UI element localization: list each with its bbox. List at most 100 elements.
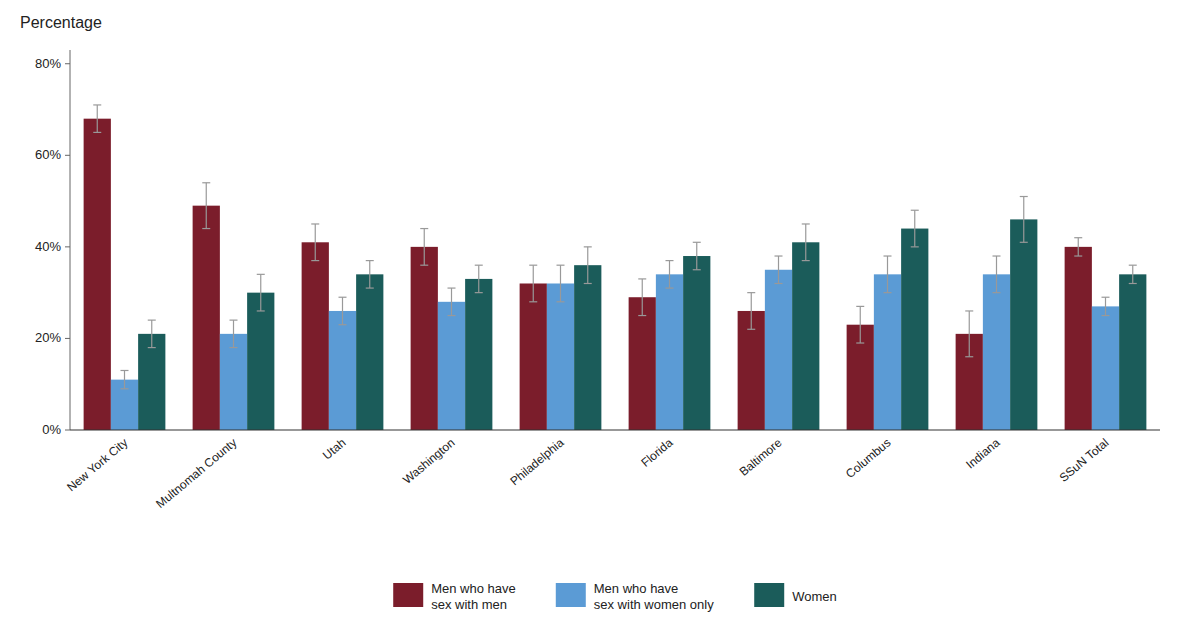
error-bar: [802, 224, 810, 261]
bar: [738, 311, 765, 430]
bars: [84, 105, 1147, 430]
error-bar: [420, 229, 428, 266]
error-cap: [366, 287, 374, 288]
error-bar: [366, 261, 374, 288]
error-line: [1105, 297, 1106, 315]
bar: [302, 242, 329, 430]
error-cap: [1020, 196, 1028, 197]
x-tick-label: Multnomah County: [153, 436, 239, 511]
error-cap: [965, 310, 973, 311]
bar: [138, 334, 165, 430]
error-cap: [339, 324, 347, 325]
error-cap: [884, 292, 892, 293]
error-cap: [121, 388, 129, 389]
error-cap: [1129, 265, 1137, 266]
legend-label-line: Women: [792, 589, 837, 604]
x-tick-label: Baltimore: [737, 435, 785, 479]
error-cap: [693, 242, 701, 243]
error-cap: [693, 269, 701, 270]
error-cap: [1102, 297, 1110, 298]
error-line: [969, 311, 970, 357]
y-tick-label: 60%: [35, 147, 61, 162]
error-bar: [638, 279, 646, 316]
error-cap: [230, 347, 238, 348]
error-cap: [339, 297, 347, 298]
error-bar: [339, 297, 347, 324]
error-bar: [529, 265, 537, 302]
error-line: [805, 224, 806, 261]
error-line: [587, 247, 588, 284]
error-cap: [911, 210, 919, 211]
error-line: [778, 256, 779, 283]
series: [138, 197, 1146, 430]
error-bar: [1129, 265, 1137, 283]
error-bar: [1020, 197, 1028, 243]
legend-item: Men who havesex with men: [393, 581, 516, 612]
y-tick: [65, 430, 70, 431]
y-tick-label: 20%: [35, 330, 61, 345]
error-line: [996, 256, 997, 293]
error-bar: [311, 224, 319, 261]
x-tick-label: Florida: [638, 435, 675, 470]
error-line: [533, 265, 534, 302]
y-axis: 0%20%40%60%80%: [35, 50, 70, 437]
bar: [329, 311, 356, 430]
bar: [411, 247, 438, 430]
x-tick-label: Columbus: [843, 436, 893, 481]
bar: [438, 302, 465, 430]
bar: [1092, 306, 1119, 430]
legend-swatch: [754, 583, 784, 607]
error-cap: [856, 306, 864, 307]
error-cap: [448, 315, 456, 316]
error-cap: [584, 246, 592, 247]
bar: [356, 274, 383, 430]
error-bar: [557, 265, 565, 302]
bar: [465, 279, 492, 430]
legend-label-line: Men who have: [431, 581, 516, 596]
bar: [574, 265, 601, 430]
error-line: [669, 261, 670, 288]
error-line: [124, 370, 125, 388]
x-tick-label: Washington: [400, 436, 457, 487]
y-tick: [65, 246, 70, 247]
bar: [220, 334, 247, 430]
error-cap: [311, 223, 319, 224]
error-cap: [856, 342, 864, 343]
error-line: [642, 279, 643, 316]
error-cap: [366, 260, 374, 261]
error-cap: [584, 283, 592, 284]
bar: [792, 242, 819, 430]
error-cap: [202, 182, 210, 183]
error-cap: [529, 301, 537, 302]
bar: [1010, 219, 1037, 430]
error-bar: [911, 210, 919, 247]
legend-label: Men who havesex with men: [431, 581, 516, 612]
error-line: [560, 265, 561, 302]
error-line: [1132, 265, 1133, 283]
y-tick-label: 0%: [42, 422, 61, 437]
error-line: [478, 265, 479, 292]
error-cap: [1074, 255, 1082, 256]
title: Percentage: [20, 14, 102, 31]
error-cap: [884, 255, 892, 256]
legend-item: Women: [754, 583, 837, 607]
error-bar: [993, 256, 1001, 293]
error-cap: [420, 228, 428, 229]
error-cap: [1129, 283, 1137, 284]
legend-label-line: sex with women only: [594, 597, 714, 612]
bar: [1065, 247, 1092, 430]
error-bar: [121, 370, 129, 388]
error-bar: [693, 242, 701, 269]
error-bar: [884, 256, 892, 293]
error-bar: [666, 261, 674, 288]
bar: [547, 283, 574, 430]
error-bar: [1102, 297, 1110, 315]
error-bar: [448, 288, 456, 315]
error-cap: [775, 255, 783, 256]
error-cap: [148, 320, 156, 321]
x-tick-label: SSuN Total: [1057, 436, 1112, 485]
error-line: [342, 297, 343, 324]
error-cap: [529, 265, 537, 266]
y-tick-label: 80%: [35, 56, 61, 71]
error-cap: [911, 246, 919, 247]
